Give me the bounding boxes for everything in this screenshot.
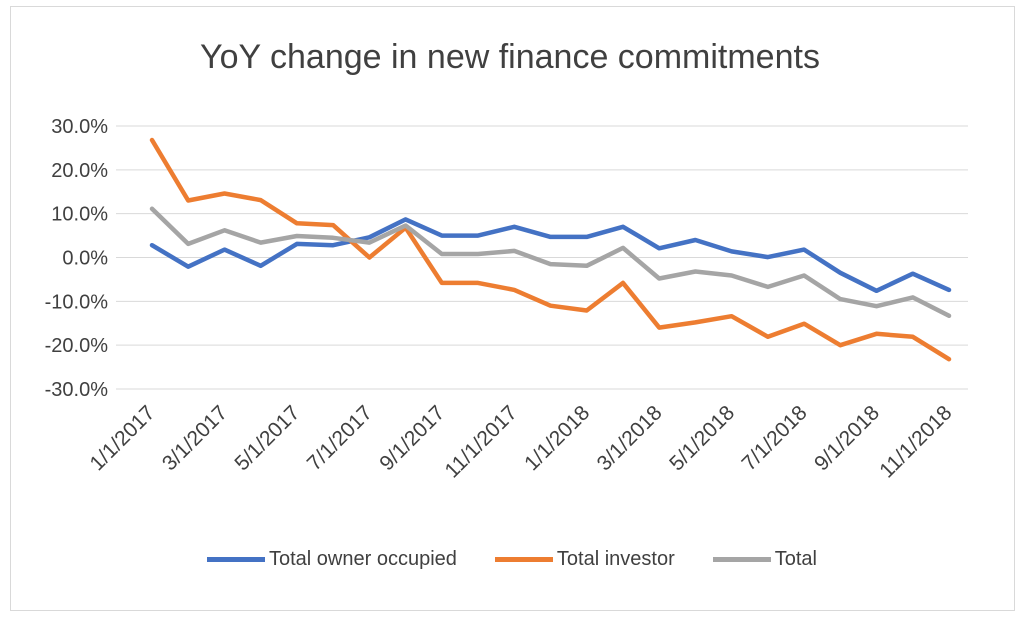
series-line-total-owner-occupied <box>149 217 952 294</box>
series-line-total-investor <box>149 137 952 362</box>
x-tick-label: 5/1/2017 <box>230 401 304 475</box>
y-tick-label: 30.0% <box>51 116 108 138</box>
y-tick-label: -20.0% <box>45 335 109 357</box>
series-line-total <box>149 206 952 319</box>
x-tick-label: 9/1/2017 <box>375 401 449 475</box>
legend-swatch-total <box>712 557 771 562</box>
y-axis-ticks: 30.0% 20.0% 10.0% 0.0% -10.0% -20.0% -30.0% <box>45 116 109 401</box>
legend-swatch-owner-occupied <box>207 557 265 562</box>
y-tick-label: -10.0% <box>45 291 109 313</box>
legend-item-owner-occupied: Total owner occupied <box>207 548 457 571</box>
x-tick-label: 11/1/2017 <box>441 401 522 482</box>
y-tick-label: -30.0% <box>45 379 109 401</box>
legend-item-investor: Total investor <box>494 548 675 571</box>
x-axis-ticks: 1/1/20173/1/20175/1/20177/1/20179/1/2017… <box>85 401 956 482</box>
gridlines <box>116 125 968 390</box>
x-tick-label: 11/1/2018 <box>875 401 956 482</box>
legend: Total owner occupied Total investor Tota… <box>0 548 1024 571</box>
x-tick-label: 5/1/2018 <box>665 401 739 475</box>
x-tick-label: 9/1/2018 <box>810 401 884 475</box>
x-tick-label: 3/1/2018 <box>593 401 667 475</box>
x-tick-label: 7/1/2017 <box>303 401 377 475</box>
chart-frame <box>10 6 1015 611</box>
legend-label-owner-occupied: Total owner occupied <box>269 548 457 570</box>
y-tick-label: 20.0% <box>51 160 108 182</box>
x-tick-label: 1/1/2017 <box>85 401 159 475</box>
series-lines <box>149 137 952 362</box>
x-tick-label: 1/1/2018 <box>520 401 594 475</box>
y-tick-label: 0.0% <box>62 248 108 270</box>
x-tick-label: 7/1/2018 <box>738 401 812 475</box>
y-tick-label: 10.0% <box>51 204 108 226</box>
legend-label-investor: Total investor <box>556 548 675 570</box>
chart-title: YoY change in new finance commitments <box>200 38 820 76</box>
legend-label-total: Total <box>774 548 817 570</box>
legend-item-total: Total <box>712 548 817 571</box>
legend-swatch-investor <box>494 557 553 562</box>
x-tick-label: 3/1/2017 <box>158 401 232 475</box>
